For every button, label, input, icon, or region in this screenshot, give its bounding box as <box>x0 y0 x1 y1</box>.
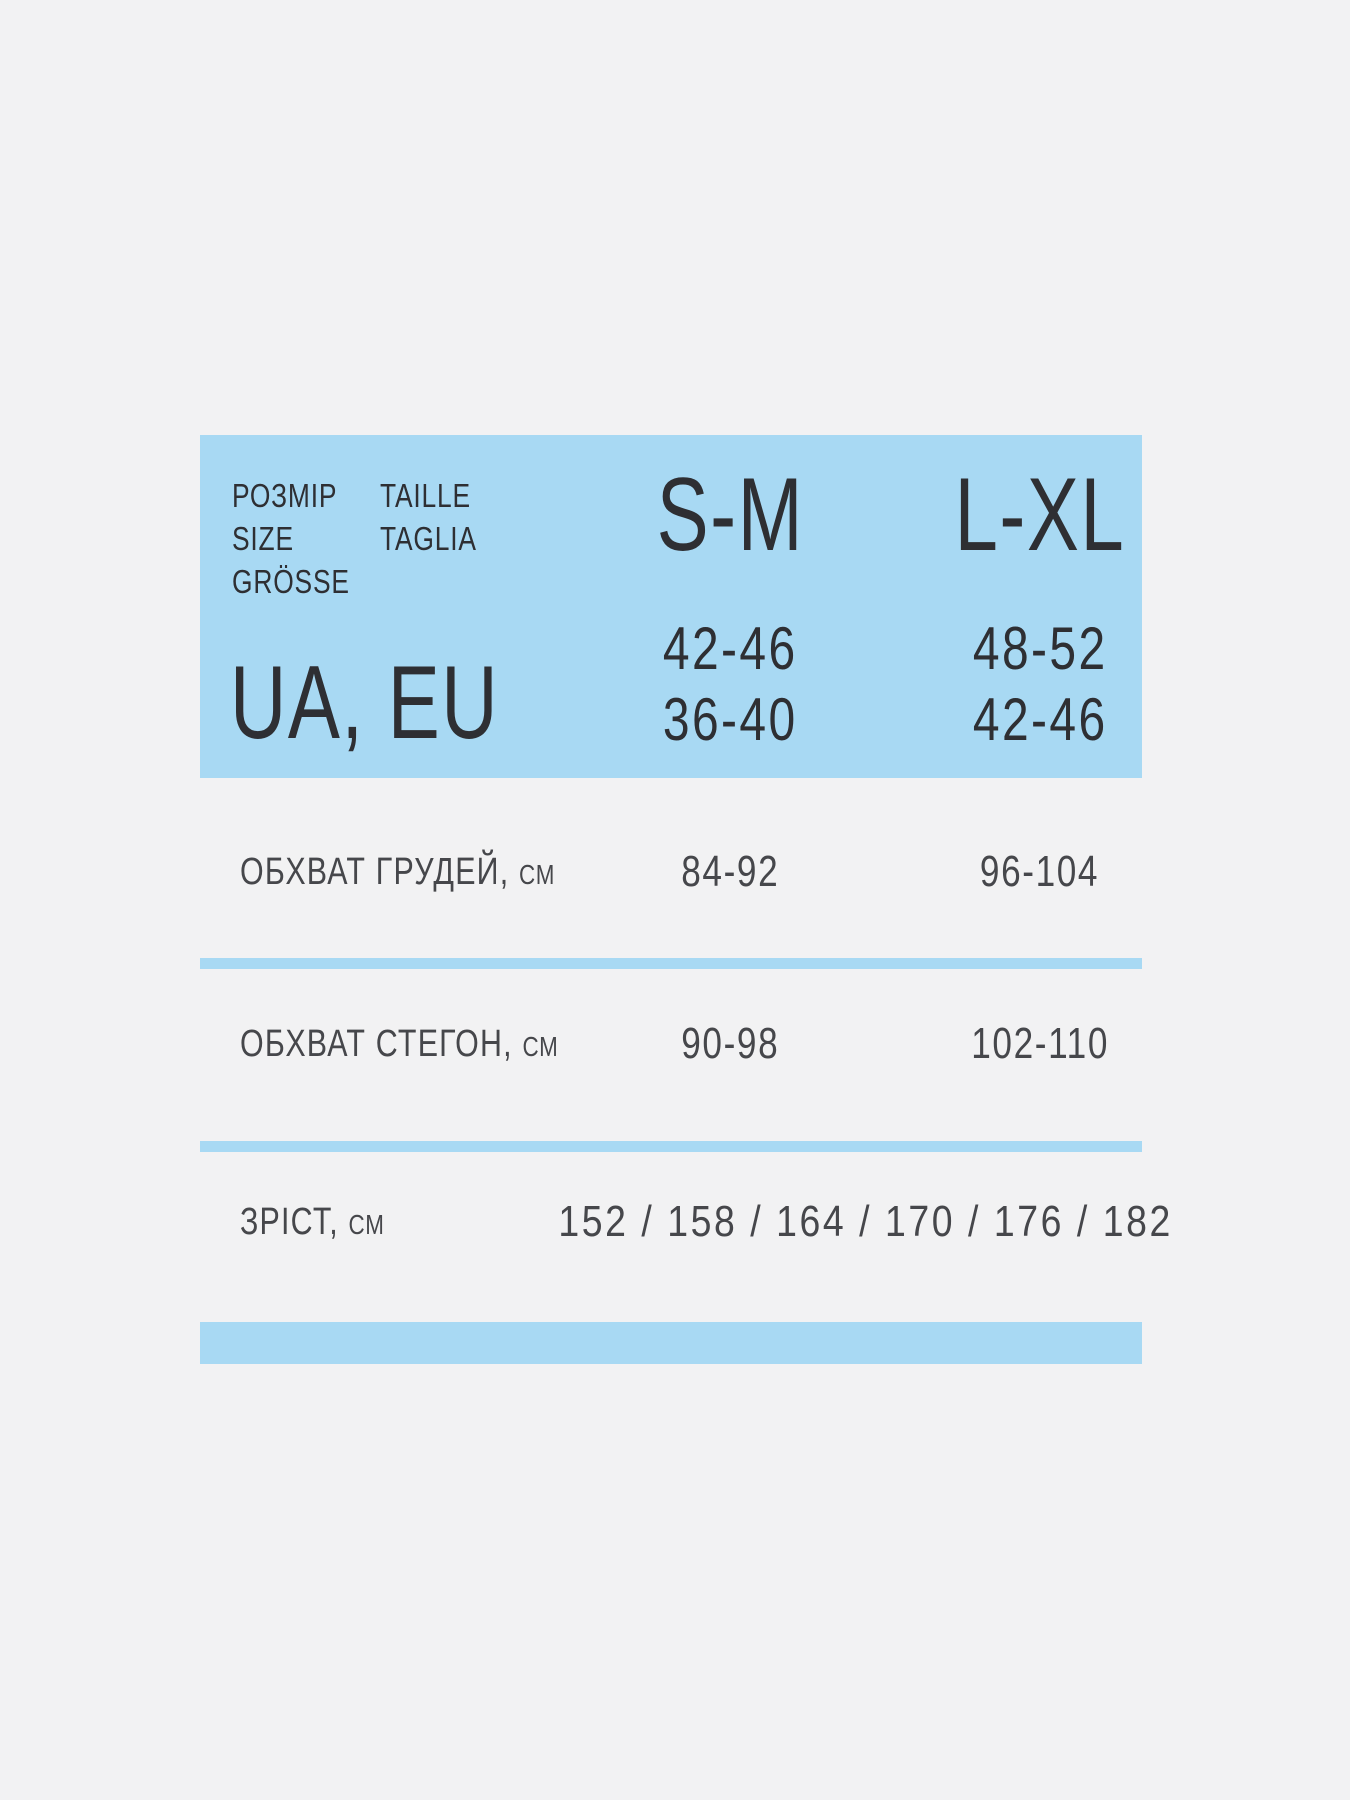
row-divider-2 <box>200 1141 1142 1152</box>
chest-row-label: ОБХВАТ ГРУДЕЙ, СМ <box>240 850 634 894</box>
column-header-sm-text: S-M <box>656 457 804 573</box>
hips-label-text: ОБХВАТ СТЕГОН, СМ <box>240 1022 559 1069</box>
ua-eu-sizes-lxl: 48-52 42-46 <box>887 613 1193 755</box>
ua-size-line: 48-52 <box>887 613 1193 684</box>
size-word-list-1: РОЗМІР SIZE GRÖSSE <box>232 474 379 603</box>
legend-taille-text: TAILLE <box>380 477 471 514</box>
legend-line-rozmir: РОЗМІР <box>232 474 379 517</box>
ua-size-line: 36-40 <box>577 684 883 755</box>
legend-size-text: SIZE <box>232 520 294 557</box>
column-header-lxl-text: L-XL <box>954 457 1126 573</box>
legend-line-taglia: TAGLIA <box>380 517 501 560</box>
height-label-main: ЗРІСТ, <box>240 1201 339 1243</box>
hips-value-sm: 90-98 <box>577 1022 883 1066</box>
height-label-text: ЗРІСТ, СМ <box>240 1200 385 1247</box>
height-values: 152 / 158 / 164 / 170 / 176 / 182 <box>450 1200 1170 1244</box>
size-word-list-2: TAILLE TAGLIA <box>380 474 501 560</box>
ua-size-line: 42-46 <box>887 684 1193 755</box>
bottom-accent-bar <box>200 1322 1142 1364</box>
legend-line-groesse: GRÖSSE <box>232 560 379 603</box>
ua-size-sm-line2: 36-40 <box>662 686 798 753</box>
region-label: UA, EU <box>230 648 589 758</box>
hips-value-sm-text: 90-98 <box>680 1019 780 1068</box>
height-values-text: 152 / 158 / 164 / 170 / 176 / 182 <box>558 1197 1173 1246</box>
hips-row-label: ОБХВАТ СТЕГОН, СМ <box>240 1022 638 1066</box>
legend-rozmir-text: РОЗМІР <box>232 477 338 514</box>
ua-eu-sizes-sm: 42-46 36-40 <box>577 613 883 755</box>
legend-line-taille: TAILLE <box>380 474 501 517</box>
ua-size-lxl-line2: 42-46 <box>972 686 1108 753</box>
hips-value-lxl: 102-110 <box>887 1022 1193 1066</box>
ua-size-line: 42-46 <box>577 613 883 684</box>
chest-value-sm-text: 84-92 <box>680 847 780 896</box>
height-label-unit: СМ <box>348 1209 385 1240</box>
column-header-lxl: L-XL <box>887 460 1193 570</box>
size-header-card <box>200 435 1142 778</box>
legend-groesse-text: GRÖSSE <box>232 563 350 600</box>
chest-label-main: ОБХВАТ ГРУДЕЙ, <box>240 851 510 893</box>
ua-size-lxl-line1: 48-52 <box>972 615 1108 682</box>
chest-label-unit: СМ <box>519 859 556 890</box>
chest-label-text: ОБХВАТ ГРУДЕЙ, СМ <box>240 850 555 897</box>
legend-taglia-text: TAGLIA <box>380 520 477 557</box>
ua-size-sm-line1: 42-46 <box>662 615 798 682</box>
region-label-text: UA, EU <box>230 645 500 761</box>
hips-label-unit: СМ <box>522 1031 559 1062</box>
column-header-sm: S-M <box>577 460 883 570</box>
hips-label-main: ОБХВАТ СТЕГОН, <box>240 1023 513 1065</box>
legend-line-size: SIZE <box>232 517 379 560</box>
chest-value-sm: 84-92 <box>577 850 883 894</box>
hips-value-lxl-text: 102-110 <box>971 1019 1109 1068</box>
row-divider-1 <box>200 958 1142 969</box>
chest-value-lxl-text: 96-104 <box>980 847 1100 896</box>
height-row-label: ЗРІСТ, СМ <box>240 1200 421 1244</box>
chest-value-lxl: 96-104 <box>887 850 1193 894</box>
